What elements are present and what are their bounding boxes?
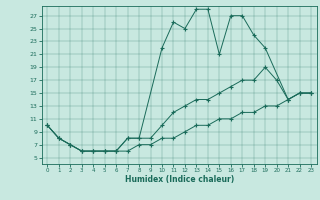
- X-axis label: Humidex (Indice chaleur): Humidex (Indice chaleur): [124, 175, 234, 184]
